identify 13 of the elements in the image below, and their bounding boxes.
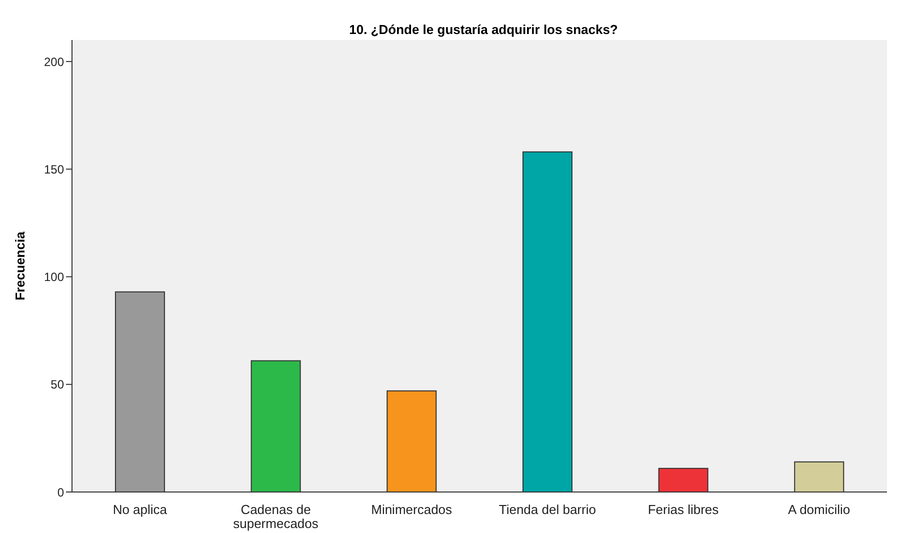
y-tick-label: 150 <box>44 162 64 176</box>
x-tick-label: Minimercados <box>371 502 453 517</box>
y-tick-label: 100 <box>44 270 64 284</box>
x-tick-label: Cadenas de supermecados <box>233 502 319 531</box>
y-axis-title: Frecuencia <box>12 230 28 300</box>
y-tick-label: 0 <box>57 485 64 500</box>
y-tick-label: 200 <box>44 54 64 69</box>
x-tick-label: Ferias libres <box>648 502 720 517</box>
chart-title: 10. ¿Dónde le gustaría adquirir los snacks? <box>348 22 619 37</box>
y-tick-label: 50 <box>50 378 64 392</box>
x-tick-label: No aplica <box>112 502 168 517</box>
x-tick-label: A domicilio <box>788 502 850 517</box>
x-tick-label: Tienda del barrio <box>498 502 596 517</box>
